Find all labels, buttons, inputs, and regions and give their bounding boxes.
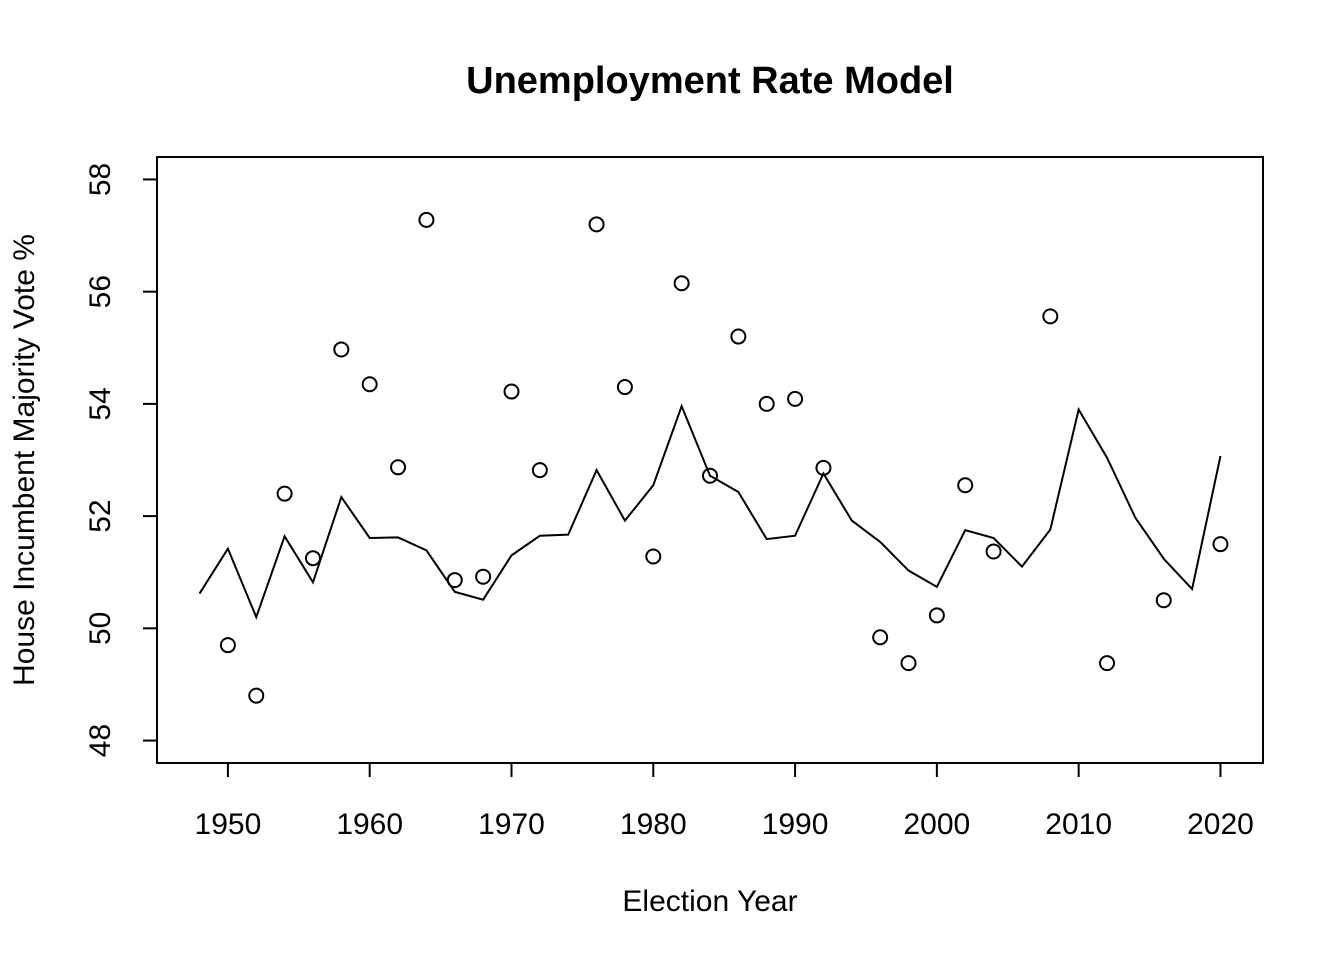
y-axis: 48 50 52 54 56 58 [84, 163, 158, 757]
data-point [985, 543, 1002, 560]
series-layer [198, 211, 1229, 704]
chart-title: Unemployment Rate Model [466, 60, 954, 102]
x-tick-label: 2000 [903, 808, 970, 841]
data-point [503, 383, 520, 400]
data-point [900, 655, 917, 672]
data-point [248, 687, 265, 704]
y-tick-label: 50 [84, 612, 117, 645]
data-point [418, 211, 435, 228]
data-point [1212, 536, 1229, 553]
data-point [333, 341, 350, 358]
data-point [361, 376, 378, 393]
x-axis: 1950 1960 1970 1980 1990 2000 2010 2020 [195, 762, 1254, 841]
data-point [645, 548, 662, 565]
data-point [702, 467, 718, 484]
x-axis-label: Election Year [622, 885, 797, 918]
y-tick-label: 48 [84, 724, 117, 757]
data-point [1042, 308, 1059, 325]
data-point [1155, 592, 1172, 609]
data-point [531, 462, 548, 479]
data-point [616, 379, 633, 396]
data-point [673, 275, 690, 292]
model-line [198, 403, 1222, 620]
data-point [957, 477, 974, 494]
data-point [588, 216, 605, 233]
y-tick-label: 52 [84, 499, 117, 532]
data-point [1099, 655, 1116, 672]
data-point [390, 459, 407, 476]
x-tick-label: 1990 [762, 808, 829, 841]
x-tick-label: 2010 [1045, 808, 1112, 841]
x-tick-label: 1960 [336, 808, 403, 841]
plot-frame [156, 156, 1264, 764]
y-tick-label: 58 [84, 163, 117, 196]
y-tick-label: 56 [84, 275, 117, 308]
data-point [787, 390, 804, 407]
x-tick-label: 1980 [620, 808, 687, 841]
y-tick-label: 54 [84, 387, 117, 420]
data-point [928, 607, 945, 624]
data-point [872, 629, 889, 646]
data-point [304, 550, 321, 567]
data-point [730, 328, 747, 345]
data-point [219, 637, 236, 654]
x-tick-label: 1970 [478, 808, 545, 841]
y-axis-label: House Incumbent Majority Vote % [8, 234, 41, 686]
data-point [475, 568, 492, 585]
data-point [276, 485, 293, 502]
x-tick-label: 2020 [1187, 808, 1254, 841]
data-point [758, 395, 775, 412]
x-tick-label: 1950 [195, 808, 262, 841]
